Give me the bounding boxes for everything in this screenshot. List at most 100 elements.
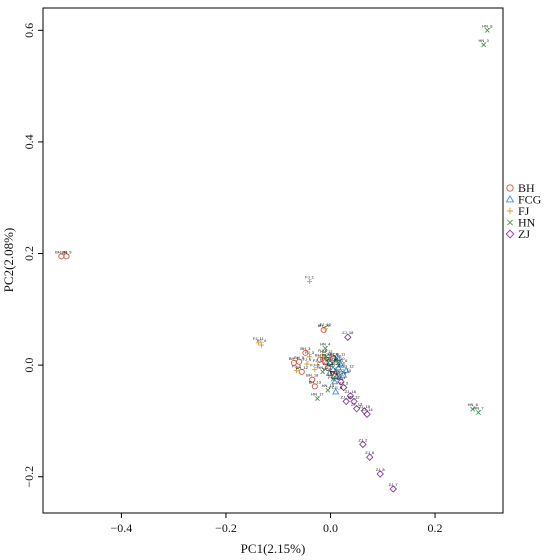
point-label: FJ_6 <box>318 348 328 353</box>
point-label: BH_1 <box>315 353 326 358</box>
data-point <box>306 278 313 285</box>
point-label: ZJ_15 <box>359 404 371 409</box>
point-label: FJ_4 <box>257 338 267 343</box>
point-label: FCG_9 <box>323 366 337 371</box>
data-point <box>314 362 321 368</box>
data-point <box>342 397 350 406</box>
data-point <box>290 359 297 366</box>
point-label: BH_5 <box>294 355 305 360</box>
legend-entry: ZJ <box>518 227 530 241</box>
point-label: BH_9 <box>62 249 73 254</box>
legend-marker <box>505 229 515 239</box>
data-point <box>63 253 70 260</box>
data-point <box>323 356 329 363</box>
data-point <box>328 362 333 368</box>
legend-marker <box>506 207 514 215</box>
point-label: ZJ_1 <box>337 375 347 380</box>
y-axis-title: PC2(2.08%) <box>1 228 16 293</box>
legend-entry: FJ <box>518 204 530 218</box>
point-label: FCG_3 <box>330 369 344 374</box>
data-point <box>335 360 341 366</box>
data-point <box>58 253 65 260</box>
data-point <box>365 453 374 461</box>
data-point <box>352 404 361 413</box>
point-label: FJ_9 <box>303 357 313 362</box>
data-point <box>342 366 350 374</box>
point-label: BH_16 <box>55 249 68 254</box>
point-label: ZJ_14 <box>362 407 374 412</box>
point-label: HN_10 <box>332 356 345 361</box>
point-label: HN_8 <box>482 23 493 28</box>
points-layer <box>58 27 490 493</box>
point-label: ZJ_6 <box>365 450 375 455</box>
x-axis: −0.4 −0.2 0.0 0.2 <box>111 513 443 535</box>
data-point <box>315 396 320 402</box>
point-label: ZJ_12 <box>348 394 360 399</box>
data-point <box>320 352 326 358</box>
point-label: FJ_11 <box>253 336 265 341</box>
data-point <box>337 378 345 386</box>
data-point <box>316 356 324 363</box>
plot-frame <box>42 7 504 514</box>
data-point <box>322 326 328 332</box>
point-label: HN_17 <box>311 392 324 397</box>
data-point <box>293 368 300 374</box>
point-label: HN_3 <box>479 38 490 43</box>
data-point <box>339 371 348 378</box>
data-point <box>325 369 334 376</box>
point-label: HN_5 <box>318 365 329 370</box>
x-tick-label: 0.0 <box>323 521 338 535</box>
y-tick-label: 0.2 <box>22 246 36 261</box>
data-point <box>363 410 371 418</box>
point-label: ZJ_16 <box>345 389 357 394</box>
data-point <box>470 406 476 412</box>
point-label: ZJ_17 <box>341 394 353 399</box>
point-label: FJ_7 <box>310 363 320 368</box>
point-label: FJ_10 <box>320 322 332 327</box>
data-point <box>322 345 328 351</box>
data-point <box>330 376 336 382</box>
point-label: HN_6 <box>468 402 479 407</box>
data-point <box>323 353 329 359</box>
data-point <box>320 326 327 334</box>
point-label: BH_12 <box>296 365 309 370</box>
data-point <box>302 349 309 356</box>
point-label: BH_7 <box>289 356 300 361</box>
legend-entry: HN <box>518 216 536 230</box>
series-bh <box>58 253 338 390</box>
point-label: FCG_11 <box>330 351 346 356</box>
data-point <box>333 372 341 379</box>
point-label: HN_1 <box>325 358 336 363</box>
data-point <box>484 27 490 33</box>
point-label: FCG_7 <box>328 375 342 380</box>
point-label: BH_4 <box>328 351 339 356</box>
data-point <box>476 410 481 415</box>
point-label: ZJ_7 <box>389 482 399 487</box>
data-point <box>481 42 487 48</box>
y-tick-label: 0.6 <box>22 23 36 38</box>
legend-marker <box>505 194 515 203</box>
point-label: ZJ_3 <box>339 380 349 385</box>
data-point <box>346 392 355 400</box>
series-zj <box>337 333 397 493</box>
point-label: HN_2 <box>331 354 342 359</box>
y-tick-label: 0.4 <box>22 134 36 149</box>
series-hn <box>315 27 490 415</box>
data-point <box>376 470 384 478</box>
point-label: HN_12 <box>320 349 333 354</box>
legend-entry: FCG <box>518 193 542 207</box>
point-label: FJ_1 <box>305 274 315 279</box>
data-point <box>298 368 305 375</box>
data-point <box>331 378 339 385</box>
point-label: ZJ_13 <box>351 402 363 407</box>
point-label: FJ_3 <box>305 350 315 355</box>
point-label: HN_15 <box>322 383 335 388</box>
point-label: FCG_8 <box>333 370 347 375</box>
legend-entry: BH <box>518 181 535 195</box>
data-point <box>332 388 340 395</box>
x-tick-label: 0.2 <box>428 521 443 535</box>
data-point <box>329 365 337 373</box>
point-label: FCG_2 <box>327 363 341 368</box>
y-tick-label: −0.2 <box>22 466 36 488</box>
